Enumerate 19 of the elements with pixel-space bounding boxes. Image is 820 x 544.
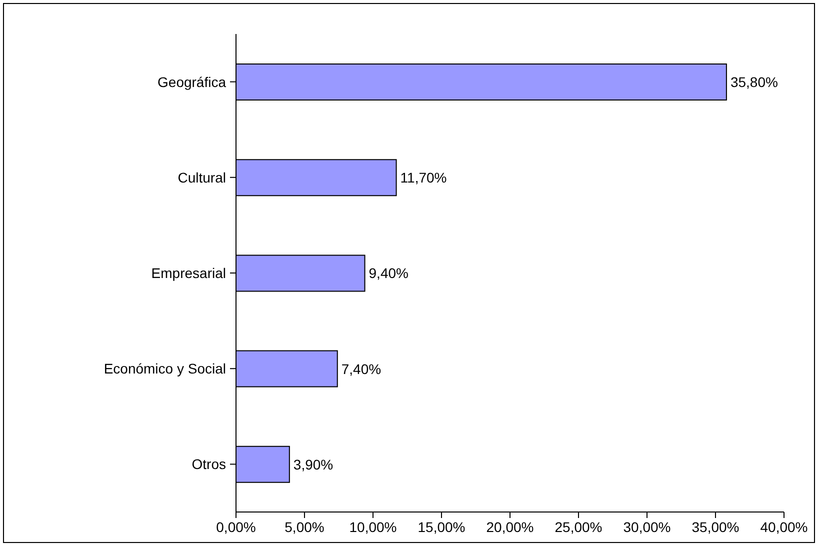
x-tick-label: 35,00% <box>692 518 740 535</box>
x-tick-label: 0,00% <box>216 518 256 535</box>
x-tick-label: 25,00% <box>554 518 602 535</box>
x-tick-label: 20,00% <box>486 518 534 535</box>
x-tick-label: 30,00% <box>623 518 671 535</box>
y-tick-label: Empresarial <box>151 264 226 281</box>
data-label: 11,70% <box>400 170 447 186</box>
data-label: 7,40% <box>341 360 382 377</box>
data-label: 3,90% <box>293 456 334 472</box>
y-tick-label: Económico y Social <box>104 360 226 377</box>
y-tick-label: Geográfica <box>158 74 226 90</box>
y-tick-label: Cultural <box>178 169 226 186</box>
data-label: 35,80% <box>730 74 778 90</box>
data-label: 9,40% <box>368 265 408 282</box>
x-tick-label: 40,00% <box>760 518 808 535</box>
x-tick-label: 5,00% <box>284 518 324 535</box>
x-tick-label: 10,00% <box>349 518 397 535</box>
y-tick-label: Otros <box>192 456 226 472</box>
x-tick-label: 15,00% <box>418 518 466 535</box>
